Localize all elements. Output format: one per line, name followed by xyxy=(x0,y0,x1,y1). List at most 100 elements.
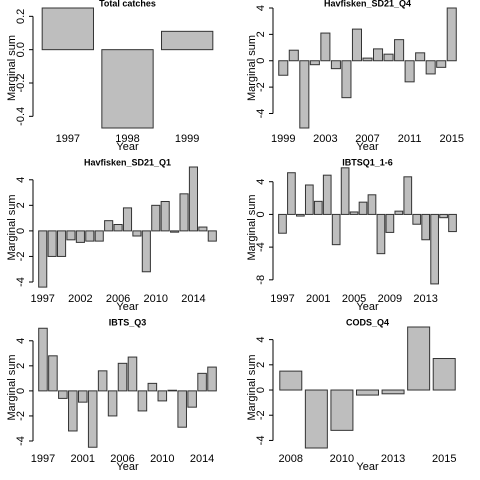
bar xyxy=(41,7,94,51)
bar xyxy=(48,355,58,392)
bar xyxy=(97,370,108,392)
y-axis-label: Marginal sum xyxy=(246,35,258,101)
bar xyxy=(87,390,98,448)
y-tick-label: 4 xyxy=(255,5,267,11)
x-tick-label: 1997 xyxy=(56,133,80,145)
bar xyxy=(38,230,48,288)
bar xyxy=(104,220,114,232)
bar xyxy=(132,230,142,237)
bar xyxy=(207,366,217,392)
bar xyxy=(330,389,354,431)
bar xyxy=(279,370,303,391)
bar xyxy=(296,213,305,217)
x-tick-label: 2001 xyxy=(71,453,95,465)
bar xyxy=(376,213,386,255)
bar xyxy=(330,60,341,70)
bar xyxy=(340,167,350,215)
x-tick-label: 2013 xyxy=(381,453,405,465)
bar xyxy=(117,362,128,392)
bar xyxy=(304,184,314,215)
x-tick-label: 2015 xyxy=(432,453,456,465)
bar xyxy=(362,57,373,62)
y-tick-label: 0 xyxy=(255,211,267,217)
bar xyxy=(385,213,395,233)
bar xyxy=(58,390,68,399)
y-tick-label: 4 xyxy=(15,177,27,183)
bar xyxy=(68,390,78,432)
bar xyxy=(127,356,138,392)
x-tick-label: 2010 xyxy=(330,453,354,465)
bar xyxy=(320,32,331,62)
bar xyxy=(299,60,310,129)
y-tick-label: -4 xyxy=(255,242,267,252)
y-tick-label: -4 xyxy=(15,277,27,287)
bar xyxy=(432,358,456,391)
x-tick-label: 2006 xyxy=(110,453,134,465)
title: Havfisken_SD21_Q4 xyxy=(324,0,411,8)
y-axis-label: Marginal sum xyxy=(6,354,18,420)
bar xyxy=(107,390,118,417)
x-tick-label: 2001 xyxy=(306,293,330,305)
bar xyxy=(446,7,457,62)
bar xyxy=(141,230,151,273)
x-tick-label: 2002 xyxy=(68,293,92,305)
x-tick-label: 2015 xyxy=(439,133,463,145)
y-tick-label: 4 xyxy=(255,179,267,185)
bar xyxy=(313,200,323,215)
bar xyxy=(47,230,57,257)
bar xyxy=(122,207,133,232)
bar xyxy=(412,213,422,225)
bar xyxy=(425,60,436,75)
y-tick-label: 0.2 xyxy=(15,9,27,24)
bar xyxy=(187,390,197,408)
bar xyxy=(394,39,405,62)
bar xyxy=(113,223,123,232)
x-axis-label: Year xyxy=(356,141,379,153)
y-tick-label: 0 xyxy=(255,58,267,64)
y-tick-label: 2 xyxy=(15,363,27,369)
x-tick-label: 2009 xyxy=(378,293,402,305)
bar xyxy=(157,390,168,402)
y-tick-label: -2 xyxy=(15,411,27,421)
bar xyxy=(288,49,299,62)
bar xyxy=(430,213,439,285)
y-tick-label: -4 xyxy=(255,436,267,446)
bar xyxy=(394,210,404,215)
bar xyxy=(407,326,431,391)
bar xyxy=(331,213,341,246)
title: IBTSQ1_1-6 xyxy=(342,157,393,167)
x-tick-label: 1997 xyxy=(31,453,55,465)
y-axis-label: Marginal sum xyxy=(246,354,258,420)
bar xyxy=(322,174,332,215)
y-tick-label: 2 xyxy=(255,31,267,37)
x-axis-label: Year xyxy=(116,141,139,153)
bar xyxy=(439,213,448,219)
bar xyxy=(351,28,362,62)
bar xyxy=(188,166,198,232)
y-tick-label: -8 xyxy=(255,275,267,285)
bar xyxy=(373,48,384,62)
x-tick-label: 2010 xyxy=(150,453,174,465)
bar xyxy=(367,194,377,215)
bar xyxy=(341,60,352,99)
bar xyxy=(381,389,405,395)
y-tick-label: -4 xyxy=(255,109,267,119)
y-tick-label: 2 xyxy=(15,202,27,208)
y-tick-label: -2 xyxy=(255,82,267,92)
bar xyxy=(448,213,457,233)
y-axis-label: Marginal sum xyxy=(246,194,258,260)
bar xyxy=(94,230,104,242)
bar xyxy=(38,327,48,392)
bar xyxy=(358,201,368,215)
x-tick-label: 2003 xyxy=(313,133,337,145)
y-tick-label: 0 xyxy=(15,228,27,234)
y-axis-label: Marginal sum xyxy=(6,35,18,101)
x-tick-label: 2014 xyxy=(190,453,214,465)
x-tick-label: 2006 xyxy=(106,293,130,305)
bar xyxy=(207,230,217,242)
bar xyxy=(170,230,180,233)
bar xyxy=(415,52,426,62)
bar xyxy=(151,204,161,232)
bar xyxy=(304,389,328,449)
bar xyxy=(278,60,289,76)
